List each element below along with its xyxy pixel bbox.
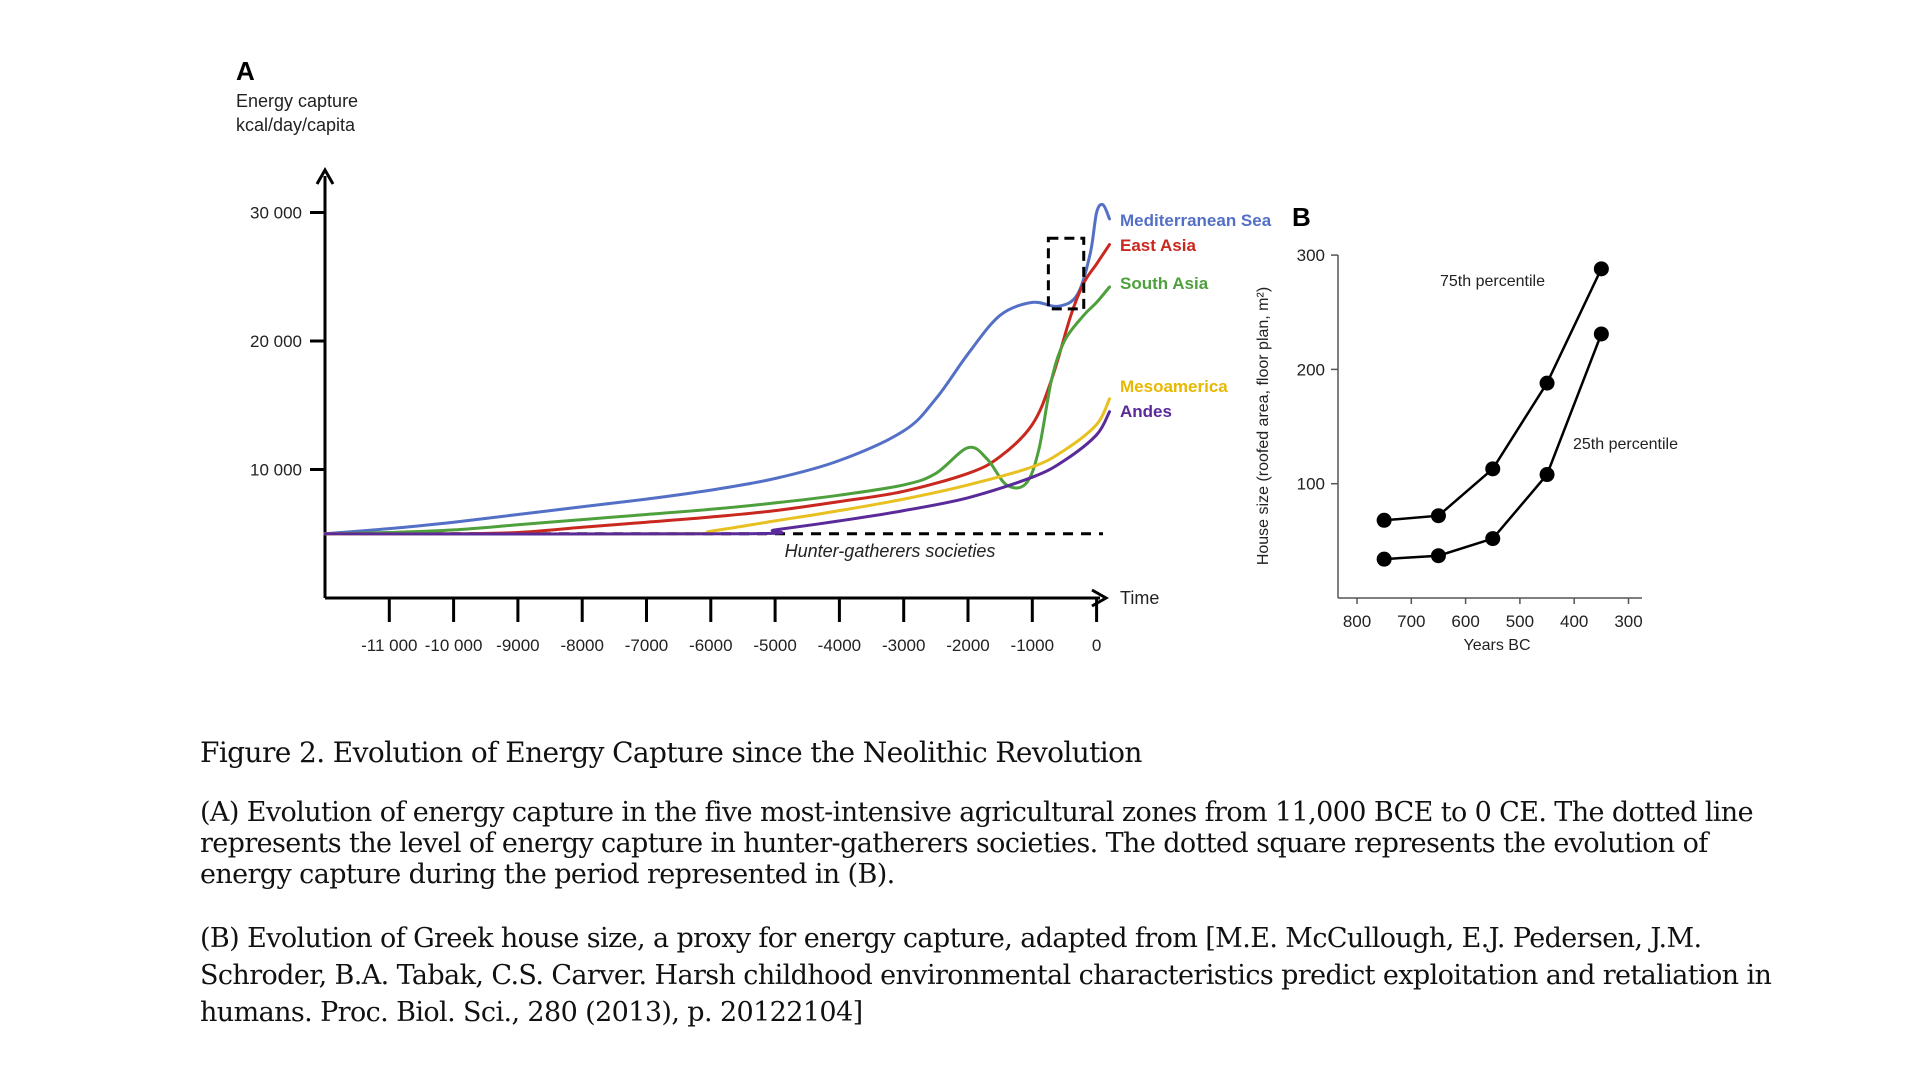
chart-a-xlabel: Time: [1120, 588, 1159, 608]
legend-mediterranean-sea: Mediterranean Sea: [1120, 211, 1272, 230]
figure-canvas: A Energy capture kcal/day/capita Time 10…: [236, 56, 1678, 655]
legend-south-asia: South Asia: [1120, 274, 1209, 293]
chart-a-x-tick-label-9000: -9000: [496, 636, 539, 655]
series-line-south-asia: [323, 285, 1111, 536]
chart-b-x-tick-label-700: 700: [1397, 612, 1425, 631]
series-line-andes: [323, 410, 1111, 536]
figure-title: Figure 2. Evolution of Energy Capture si…: [200, 736, 1142, 769]
chart-a-x-tick-label-11-000: -11 000: [361, 636, 417, 655]
chart-b-series: [1376, 261, 1609, 567]
chart-a-x-tick-label-1000: -1000: [1011, 636, 1054, 655]
chart-b-x-tick-label-600: 600: [1451, 612, 1479, 631]
chart-b-x-tick-label-400: 400: [1560, 612, 1588, 631]
chart-a-x-tick-label-3000: -3000: [882, 636, 925, 655]
chart-a-ylabel-line-1: Energy capture: [236, 91, 358, 111]
chart-a-x-tick-label-10-000: -10 000: [425, 636, 483, 655]
point-75th-percentile-350: [1593, 261, 1609, 277]
panel-a-label: A: [236, 56, 255, 86]
point-75th-percentile-750: [1376, 512, 1392, 528]
label-25th-percentile: 25th percentile: [1573, 436, 1678, 453]
point-25th-percentile-450: [1539, 467, 1555, 483]
caption-panel-a: (A) Evolution of energy capture in the f…: [200, 797, 1754, 890]
series-line-east-asia: [323, 243, 1111, 536]
chart-a-x-tick-label-5000: -5000: [753, 636, 796, 655]
chart-a-x-tick-label-7000: -7000: [625, 636, 668, 655]
chart-a-x-tick-label-4000: -4000: [818, 636, 861, 655]
point-25th-percentile-550: [1485, 531, 1501, 547]
chart-b-x-tick-label-300: 300: [1614, 612, 1642, 631]
point-75th-percentile-450: [1539, 375, 1555, 391]
chart-b-x-ticks: 800 700 600 500 400 300: [1343, 598, 1643, 631]
chart-b-y-ticks: 100 200 300: [1297, 246, 1338, 494]
point-25th-percentile-650: [1430, 548, 1446, 564]
chart-a-series: [323, 202, 1111, 536]
chart-a-y-axis-arrow: [315, 166, 335, 185]
point-25th-percentile-750: [1376, 551, 1392, 567]
chart-b-y-tick-label-300: 300: [1297, 246, 1325, 265]
highlight-box: [1046, 236, 1086, 311]
panel-b-label: B: [1292, 202, 1311, 232]
point-25th-percentile-350: [1593, 326, 1609, 342]
chart-a-y-tick-label-10000: 10 000: [250, 461, 302, 480]
caption-panel-b: (B) Evolution of Greek house size, a pro…: [200, 923, 1772, 1028]
chart-b-xlabel: Years BC: [1464, 637, 1531, 654]
chart-a-x-tick-label-6000: -6000: [689, 636, 732, 655]
point-75th-percentile-550: [1485, 461, 1501, 477]
series-line-mediterranean-sea: [323, 202, 1111, 536]
chart-b-x-tick-label-800: 800: [1343, 612, 1371, 631]
chart-a-x-tick-label-0: 0: [1092, 636, 1101, 655]
chart-a: A Energy capture kcal/day/capita Time 10…: [236, 56, 1272, 655]
chart-a-y-tick-label-20000: 20 000: [250, 332, 302, 351]
series-line-75th-percentile: [1384, 268, 1603, 522]
label-75th-percentile: 75th percentile: [1440, 273, 1545, 290]
chart-b: B 100 200 300 800 700 600 500 400 300 House siz…: [1255, 202, 1678, 654]
chart-a-y-ticks: 10 000 20 000 30 000: [250, 204, 325, 480]
chart-a-x-ticks: -11 000 -10 000 -9000 -8000 -7000 -6000 -5000 -…: [361, 598, 1101, 655]
point-75th-percentile-650: [1430, 508, 1446, 524]
chart-a-y-tick-label-30000: 30 000: [250, 204, 302, 223]
chart-a-x-tick-label-2000: -2000: [946, 636, 989, 655]
chart-a-ylabel-line-2: kcal/day/capita: [236, 115, 356, 135]
legend-east-asia: East Asia: [1120, 236, 1196, 255]
legend-andes: Andes: [1120, 402, 1172, 421]
hunter-gatherers-label: Hunter-gatherers societies: [785, 541, 996, 561]
chart-b-x-tick-label-500: 500: [1506, 612, 1534, 631]
chart-b-y-tick-label-200: 200: [1297, 360, 1325, 379]
chart-a-x-tick-label-8000: -8000: [560, 636, 603, 655]
chart-b-ylabel: House size (roofed area, floor plan, m²): [1255, 287, 1272, 565]
chart-b-y-tick-label-100: 100: [1297, 475, 1325, 494]
series-line-25th-percentile: [1384, 333, 1603, 561]
legend-mesoamerica: Mesoamerica: [1120, 377, 1228, 396]
